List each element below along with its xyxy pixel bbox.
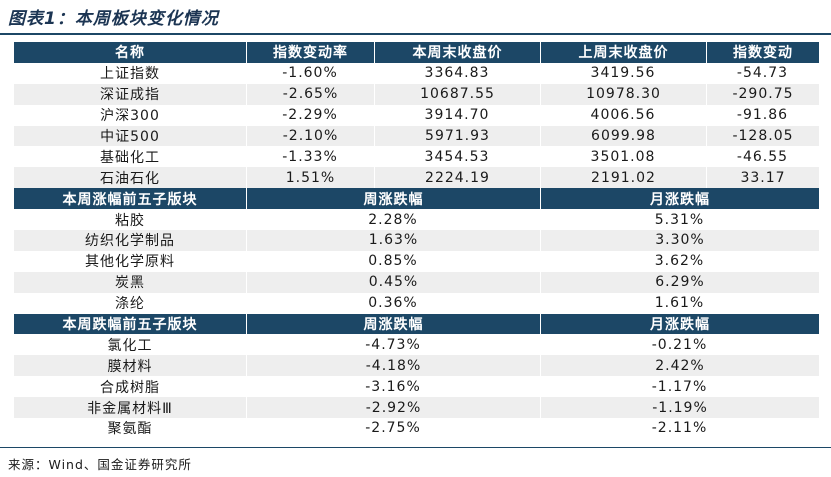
- header-this-week-close: 本周末收盘价: [374, 42, 540, 63]
- cell-sector: 氯化工: [107, 337, 153, 354]
- table-row: 纺织化学制品 1.63% 3.30%: [14, 230, 819, 251]
- cell-monthly-change: 1.61%: [654, 295, 705, 312]
- source-note: 来源：Wind、国金证券研究所: [8, 457, 192, 472]
- header-monthly-change: 月涨跌幅: [540, 188, 819, 210]
- cell-monthly-change: 3.62%: [654, 253, 705, 270]
- cell-last-week-close: 6099.98: [540, 125, 706, 147]
- table-row: 上证指数 -1.60% 3364.83 3419.56 -54.73: [14, 63, 819, 84]
- cell-this-week-close: 2224.19: [374, 167, 540, 189]
- cell-last-week-close: 3419.56: [590, 65, 656, 82]
- cell-weekly-change: -4.73%: [365, 336, 421, 353]
- cell-change-rate: 1.51%: [246, 167, 374, 189]
- cell-index-change: 33.17: [706, 167, 819, 189]
- table-row: 炭黑 0.45% 6.29%: [14, 271, 819, 293]
- header-monthly-change: 月涨跌幅: [540, 313, 819, 335]
- cell-change-rate: -1.60%: [282, 65, 338, 82]
- header-name: 名称: [115, 45, 145, 62]
- cell-sector: 合成树脂: [100, 379, 160, 396]
- header-change-rate: 指数变动率: [246, 42, 374, 63]
- header-weekly-change: 周涨跌幅: [246, 188, 540, 210]
- cell-name: 石油石化: [100, 170, 160, 187]
- cell-weekly-change: 0.85%: [368, 253, 418, 270]
- table-row: 石油石化 1.51% 2224.19 2191.02 33.17: [14, 167, 819, 189]
- cell-index-change: -91.86: [736, 107, 789, 124]
- cell-monthly-change: -1.19%: [540, 397, 819, 419]
- cell-name: 深证成指: [100, 87, 160, 104]
- gainers-table-header: 本周涨幅前五子版块 周涨跌幅 月涨跌幅: [14, 188, 819, 210]
- cell-monthly-change: 5.31%: [654, 211, 705, 228]
- cell-monthly-change: 2.42%: [540, 355, 819, 377]
- table-row: 涤纶 0.36% 1.61%: [14, 293, 819, 314]
- cell-weekly-change: -2.92%: [246, 397, 540, 419]
- source-divider: [0, 447, 831, 448]
- table-row: 粘胶 2.28% 5.31%: [14, 209, 819, 230]
- cell-weekly-change: -2.75%: [365, 420, 421, 437]
- cell-this-week-close: 10687.55: [374, 83, 540, 105]
- sector-change-table: 名称 指数变动率 本周末收盘价 上周末收盘价 指数变动 上证指数 -1.60% …: [14, 42, 819, 439]
- table-row: 氯化工 -4.73% -0.21%: [14, 334, 819, 355]
- cell-sector: 纺织化学制品: [85, 233, 175, 250]
- cell-sector: 涤纶: [115, 296, 145, 313]
- cell-sector: 非金属材料Ⅲ: [87, 400, 173, 417]
- cell-last-week-close: 2191.02: [540, 167, 706, 189]
- cell-monthly-change: 6.29%: [540, 271, 819, 293]
- header-weekly-change: 周涨跌幅: [246, 313, 540, 335]
- cell-index-change: -46.55: [736, 148, 789, 165]
- table-row: 沪深300 -2.29% 3914.70 4006.56 -91.86: [14, 105, 819, 126]
- cell-this-week-close: 3914.70: [424, 107, 490, 124]
- cell-sector: 粘胶: [115, 212, 145, 229]
- cell-monthly-change: -1.17%: [651, 378, 708, 395]
- cell-sector: 膜材料: [107, 358, 153, 375]
- cell-this-week-close: 5971.93: [374, 125, 540, 147]
- cell-weekly-change: 1.63%: [246, 230, 540, 251]
- table-row: 其他化学原料 0.85% 3.62%: [14, 251, 819, 272]
- figure-title: 图表1：本周板块变化情况: [8, 9, 219, 29]
- cell-index-change: -54.73: [736, 65, 789, 82]
- cell-monthly-change: -2.11%: [651, 420, 708, 437]
- title-divider: [0, 33, 831, 35]
- cell-weekly-change: -4.18%: [246, 355, 540, 377]
- header-last-week-close: 上周末收盘价: [540, 42, 706, 63]
- cell-monthly-change: 3.30%: [540, 230, 819, 251]
- cell-last-week-close: 10978.30: [540, 83, 706, 105]
- header-index-change: 指数变动: [706, 42, 819, 63]
- table-row: 非金属材料Ⅲ -2.92% -1.19%: [14, 397, 819, 419]
- cell-change-rate: -2.10%: [246, 125, 374, 147]
- cell-last-week-close: 4006.56: [590, 107, 656, 124]
- cell-this-week-close: 3454.53: [424, 148, 490, 165]
- header-gainers-sector: 本周涨幅前五子版块: [62, 191, 198, 208]
- cell-change-rate: -2.29%: [282, 107, 338, 124]
- cell-change-rate: -1.33%: [282, 148, 338, 165]
- cell-sector: 其他化学原料: [85, 254, 175, 271]
- table-row: 中证500 -2.10% 5971.93 6099.98 -128.05: [14, 125, 819, 147]
- cell-weekly-change: 2.28%: [368, 211, 418, 228]
- cell-sector: 炭黑: [115, 275, 145, 292]
- cell-this-week-close: 3364.83: [424, 65, 490, 82]
- cell-monthly-change: -0.21%: [651, 336, 708, 353]
- losers-table-header: 本周跌幅前五子版块 周涨跌幅 月涨跌幅: [14, 313, 819, 335]
- cell-last-week-close: 3501.08: [590, 148, 656, 165]
- table-row: 膜材料 -4.18% 2.42%: [14, 355, 819, 377]
- cell-name: 中证500: [100, 129, 160, 145]
- cell-weekly-change: -3.16%: [365, 378, 421, 395]
- cell-name: 上证指数: [100, 66, 160, 83]
- table-row: 深证成指 -2.65% 10687.55 10978.30 -290.75: [14, 83, 819, 105]
- cell-index-change: -128.05: [706, 125, 819, 147]
- cell-name: 基础化工: [100, 149, 160, 166]
- cell-weekly-change: 0.36%: [368, 295, 418, 312]
- cell-sector: 聚氨酯: [107, 421, 153, 438]
- cell-name: 沪深300: [100, 108, 160, 125]
- cell-index-change: -290.75: [706, 83, 819, 105]
- index-table-header: 名称 指数变动率 本周末收盘价 上周末收盘价 指数变动: [14, 42, 819, 63]
- table-row: 聚氨酯 -2.75% -2.11%: [14, 418, 819, 439]
- table-row: 基础化工 -1.33% 3454.53 3501.08 -46.55: [14, 146, 819, 167]
- header-losers-sector: 本周跌幅前五子版块: [62, 317, 198, 334]
- table-row: 合成树脂 -3.16% -1.17%: [14, 376, 819, 397]
- cell-weekly-change: 0.45%: [246, 271, 540, 293]
- cell-change-rate: -2.65%: [246, 83, 374, 105]
